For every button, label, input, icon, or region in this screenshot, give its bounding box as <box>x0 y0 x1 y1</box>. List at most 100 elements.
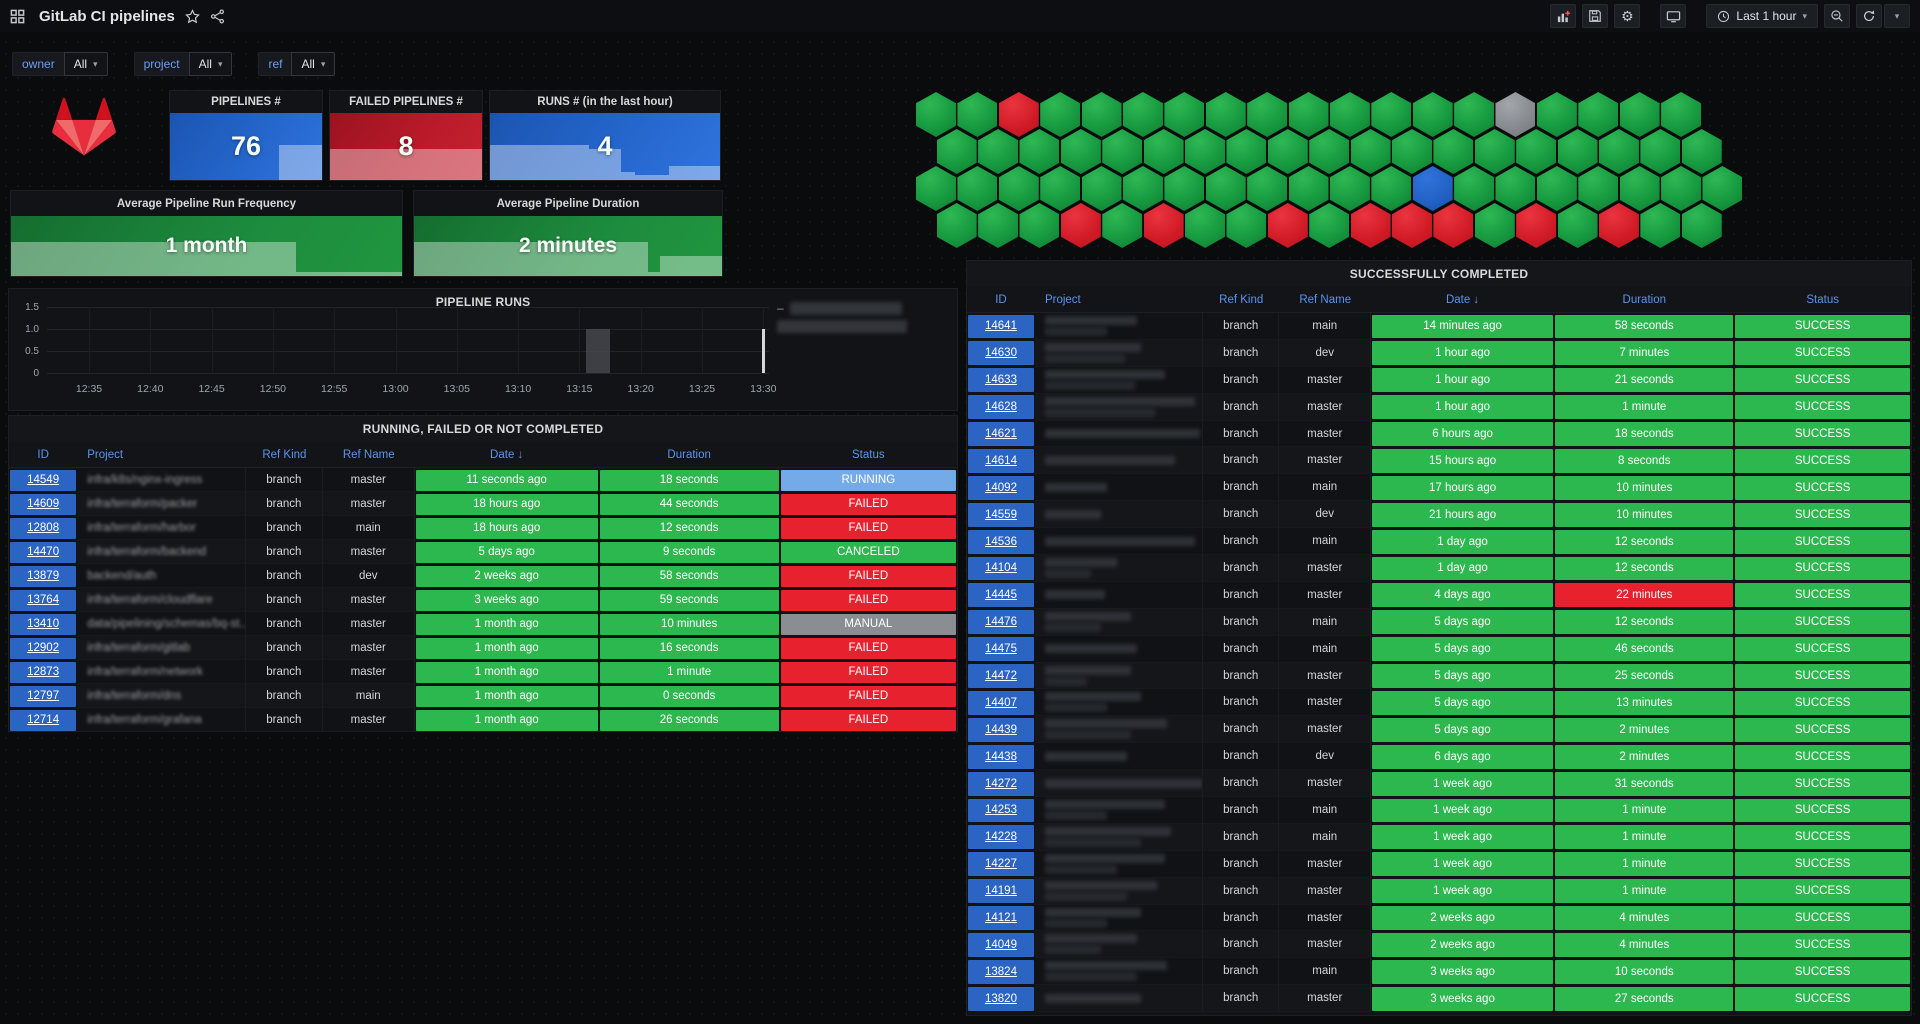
stat-panel-title[interactable]: RUNS # (in the last hour) <box>537 96 673 108</box>
column-header-id[interactable]: ID <box>995 293 1007 306</box>
add-panel-icon[interactable] <box>1550 4 1577 28</box>
stat-panel-title[interactable]: PIPELINES # <box>211 96 281 108</box>
column-header-duration[interactable]: Duration <box>1622 293 1666 306</box>
column-header-project[interactable]: Project <box>87 448 124 461</box>
settings-gear-icon[interactable]: ⚙ <box>1614 4 1641 28</box>
pipeline-id-link[interactable]: 13820 <box>984 992 1017 1005</box>
pipeline-id-link[interactable]: 14641 <box>984 320 1017 333</box>
column-header-refname[interactable]: Ref Name <box>342 448 395 461</box>
stat-panel-title[interactable]: FAILED PIPELINES # <box>349 96 463 108</box>
pipeline-id-link[interactable]: 14121 <box>984 912 1017 925</box>
pipeline-id-link[interactable]: 13879 <box>27 570 60 582</box>
pipeline-id-link[interactable]: 14628 <box>984 401 1017 414</box>
pipeline-id-link[interactable]: 12902 <box>27 642 60 654</box>
average-panel-title[interactable]: Average Pipeline Duration <box>496 197 640 210</box>
share-icon[interactable] <box>210 9 225 24</box>
hexagon-green-success[interactable] <box>936 129 977 174</box>
filter-value-dropdown-ref[interactable]: All ▾ <box>291 52 336 76</box>
hexagon-red-failed[interactable] <box>1598 203 1639 248</box>
kiosk-tv-icon[interactable] <box>1660 4 1687 28</box>
hexagon-red-failed[interactable] <box>1267 203 1308 248</box>
filter-value-dropdown-owner[interactable]: All ▾ <box>63 52 108 76</box>
pipeline-id-link[interactable]: 14445 <box>984 589 1017 602</box>
pipeline-id-link[interactable]: 12873 <box>27 666 60 678</box>
pipeline-id-link[interactable]: 14630 <box>984 347 1017 360</box>
pipeline-id-link[interactable]: 14191 <box>984 885 1017 898</box>
panel-title[interactable]: PIPELINE RUNS <box>435 295 531 309</box>
column-header-refkind[interactable]: Ref Kind <box>262 448 307 461</box>
hexagon-red-failed[interactable] <box>1143 203 1184 248</box>
zoom-out-icon[interactable] <box>1824 4 1850 28</box>
save-icon[interactable] <box>1582 4 1609 28</box>
column-header-id[interactable]: ID <box>37 448 49 461</box>
pipeline-id-link[interactable]: 14559 <box>984 508 1017 521</box>
panel-title[interactable]: RUNNING, FAILED OR NOT COMPLETED <box>9 416 957 442</box>
column-header-status[interactable]: Status <box>1806 293 1839 306</box>
pipeline-id-link[interactable]: 14104 <box>984 562 1017 575</box>
pipeline-id-link[interactable]: 14609 <box>27 498 60 510</box>
column-header-status[interactable]: Status <box>852 448 885 461</box>
column-header-duration[interactable]: Duration <box>667 448 711 461</box>
project-cell: infra/terraform/packer <box>77 492 246 516</box>
hexagon-green-success[interactable] <box>936 203 977 248</box>
hexagon-red-failed[interactable] <box>1433 203 1474 248</box>
time-range-picker[interactable]: Last 1 hour ▾ <box>1706 4 1818 28</box>
pipeline-id-link[interactable]: 13764 <box>27 594 60 606</box>
panel-title[interactable]: SUCCESSFULLY COMPLETED <box>967 261 1911 287</box>
pipeline-id-link[interactable]: 14438 <box>984 750 1017 763</box>
hexagon-red-failed[interactable] <box>1391 203 1432 248</box>
hexagon-green-success[interactable] <box>1226 203 1267 248</box>
hexagon-red-failed[interactable] <box>1060 203 1101 248</box>
hexagon-green-success[interactable] <box>978 129 1019 174</box>
hexagon-green-success[interactable] <box>916 92 956 137</box>
column-header-project[interactable]: Project <box>1044 293 1081 306</box>
hexagon-green-success[interactable] <box>1019 203 1060 248</box>
pipeline-id-link[interactable]: 13824 <box>984 965 1017 978</box>
hexagon-green-success[interactable] <box>1309 203 1350 248</box>
hexagon-green-success[interactable] <box>1557 203 1598 248</box>
hexagon-green-success[interactable] <box>1474 203 1515 248</box>
hexagon-green-success[interactable] <box>957 166 998 211</box>
pipeline-id-link[interactable]: 14475 <box>984 643 1017 656</box>
column-header-refname[interactable]: Ref Name <box>1299 293 1352 306</box>
pipeline-id-link[interactable]: 14536 <box>984 535 1017 548</box>
pipeline-id-link[interactable]: 14470 <box>27 546 60 558</box>
pipeline-id-link[interactable]: 14472 <box>984 670 1017 683</box>
pipeline-id-link[interactable]: 14407 <box>984 696 1017 709</box>
pipeline-id-link[interactable]: 13410 <box>27 618 60 630</box>
hexagon-red-failed[interactable] <box>1516 203 1557 248</box>
pipeline-id-link[interactable]: 14253 <box>984 804 1017 817</box>
pipeline-id-link[interactable]: 14476 <box>984 616 1017 629</box>
refresh-interval-chevron-icon[interactable]: ▾ <box>1884 4 1910 28</box>
filter-value-dropdown-project[interactable]: All ▾ <box>188 52 233 76</box>
hexagon-green-success[interactable] <box>1681 203 1722 248</box>
hexagon-green-success[interactable] <box>978 203 1019 248</box>
hexagon-green-success[interactable] <box>916 166 956 211</box>
pipeline-id-link[interactable]: 14633 <box>984 374 1017 387</box>
pipeline-id-link[interactable]: 14049 <box>984 938 1017 951</box>
column-header-refkind[interactable]: Ref Kind <box>1219 293 1264 306</box>
refresh-icon[interactable] <box>1856 4 1882 28</box>
hexagon-red-failed[interactable] <box>1350 203 1391 248</box>
pipeline-id-link[interactable]: 12797 <box>27 690 60 702</box>
pipeline-id-link[interactable]: 14227 <box>984 858 1017 871</box>
hexagon-green-success[interactable] <box>1185 203 1226 248</box>
pipeline-id-link[interactable]: 14092 <box>984 481 1017 494</box>
pipeline-id-link[interactable]: 14272 <box>984 777 1017 790</box>
pipeline-id-link[interactable]: 12808 <box>27 522 60 534</box>
apps-grid-icon[interactable] <box>10 9 25 24</box>
pipeline-id-link[interactable]: 12714 <box>27 714 60 726</box>
average-panel-title[interactable]: Average Pipeline Run Frequency <box>116 197 297 210</box>
pipeline-id-link[interactable]: 14439 <box>984 723 1017 736</box>
pipeline-id-link[interactable]: 14614 <box>984 454 1017 467</box>
hexagon-green-success[interactable] <box>957 92 998 137</box>
hexagon-green-success[interactable] <box>1102 203 1143 248</box>
pipeline-id-link[interactable]: 14621 <box>984 428 1017 440</box>
star-icon[interactable] <box>184 8 200 24</box>
stat-value-area: 76 <box>170 113 322 180</box>
hexagon-green-success[interactable] <box>1640 203 1681 248</box>
pipeline-id-link[interactable]: 14228 <box>984 831 1017 844</box>
column-header-date[interactable]: Date ↓ <box>490 448 524 461</box>
pipeline-id-link[interactable]: 14549 <box>27 474 60 486</box>
column-header-date[interactable]: Date ↓ <box>1445 293 1480 306</box>
